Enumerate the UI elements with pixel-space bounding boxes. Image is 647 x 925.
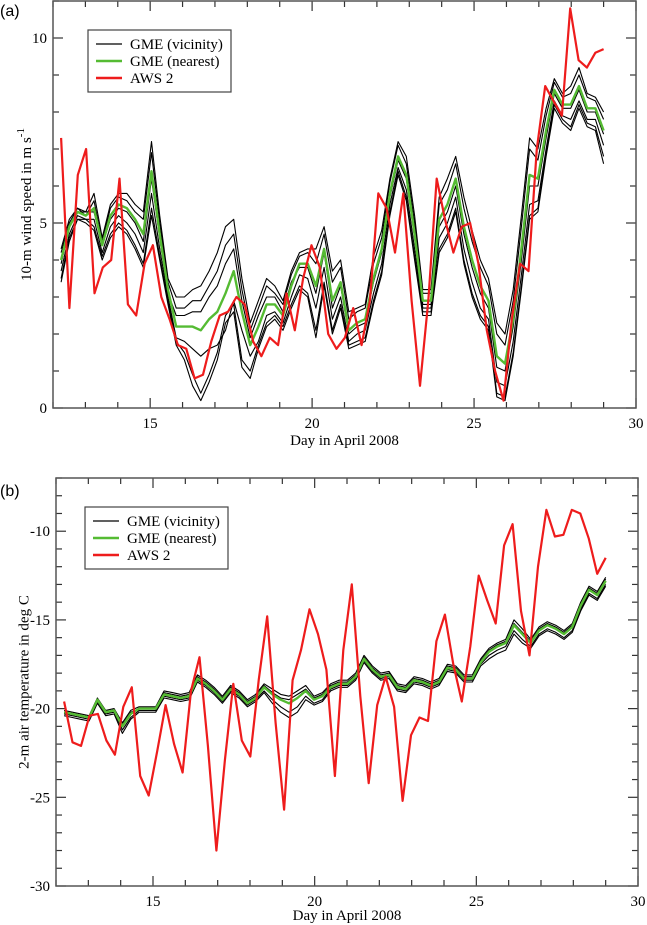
panel-a-y-axis-title-main: 10-m wind speed in m s: [19, 137, 35, 281]
panel-a-plot-frame: [52, 0, 637, 409]
panel-a-y-axis-title-superscript: -1: [15, 128, 27, 137]
legend-label: GME (nearest): [130, 54, 220, 70]
x-tick-label: 20: [307, 894, 322, 910]
legend-label: AWS 2: [130, 71, 173, 87]
series-aws2-line: [60, 7, 605, 402]
x-tick-label: 25: [467, 416, 482, 432]
panel-b-legend: GME (vicinity)GME (nearest)AWS 2: [84, 506, 229, 570]
panel-b-ticks: 15 20 25 30 -30 -25 -20 -15 -10: [30, 477, 646, 910]
legend-label: GME (vicinity): [127, 514, 220, 530]
y-tick-label: -15: [30, 613, 50, 629]
x-tick-label: 25: [469, 894, 484, 910]
y-tick-label: -25: [30, 790, 50, 806]
x-tick-label: 15: [143, 416, 158, 432]
y-tick-label: -20: [30, 702, 50, 718]
panel-b-air-temperature: (b) 15 20 25 30 -30 -25 -20 -15 -10 Day in April…: [0, 477, 646, 924]
x-tick-label: 15: [146, 894, 161, 910]
y-tick-label: -30: [30, 879, 50, 895]
legend-label: GME (nearest): [127, 531, 217, 547]
legend-label: AWS 2: [127, 548, 170, 564]
panel-a-wind-speed: (a) 15 20 25 30 0 5 10 Day in April 2008 10-m …: [0, 0, 644, 449]
panel-b-plot-frame: [55, 477, 639, 887]
x-tick-label: 20: [305, 416, 320, 432]
series-gme-vicinity-line-6: [60, 107, 605, 402]
series-gme-vicinity-line-3: [63, 584, 607, 731]
series-aws2-line: [63, 508, 607, 852]
panel-a-ticks: 15 20 25 30 0 5 10: [32, 0, 644, 432]
series-gme-vicinity-line-1: [60, 67, 605, 335]
series-gme-vicinity-line-2: [60, 74, 605, 346]
y-tick-label: -10: [30, 524, 50, 540]
panel-a-label: (a): [0, 3, 20, 20]
legend-label: GME (vicinity): [130, 37, 223, 53]
y-tick-label: 0: [40, 401, 48, 417]
series-gme-vicinity-line-1: [63, 577, 607, 724]
panel-a-x-axis-title: Day in April 2008: [290, 433, 399, 449]
y-tick-label: 5: [40, 216, 48, 232]
panel-a-series: [59, 7, 605, 402]
panel-a-y-axis-title: 10-m wind speed in m s-1: [15, 128, 36, 281]
panel-b-x-axis-title: Day in April 2008: [293, 908, 402, 924]
series-gme-nearest-line: [63, 580, 607, 728]
y-tick-label: 10: [32, 31, 47, 47]
series-gme-vicinity-line-2: [63, 578, 607, 726]
panel-b-series: [63, 508, 607, 852]
x-tick-label: 30: [629, 416, 644, 432]
panel-a-legend: GME (vicinity)GME (nearest)AWS 2: [87, 29, 232, 93]
x-tick-label: 30: [631, 894, 646, 910]
panel-b-y-axis-title: 2-m air temperature in deg C: [16, 595, 32, 769]
series-gme-vicinity-line-4: [60, 100, 605, 387]
series-gme-nearest-line: [59, 84, 605, 365]
panel-b-label: (b): [0, 483, 20, 500]
series-gme-vicinity-line-4: [63, 585, 607, 734]
